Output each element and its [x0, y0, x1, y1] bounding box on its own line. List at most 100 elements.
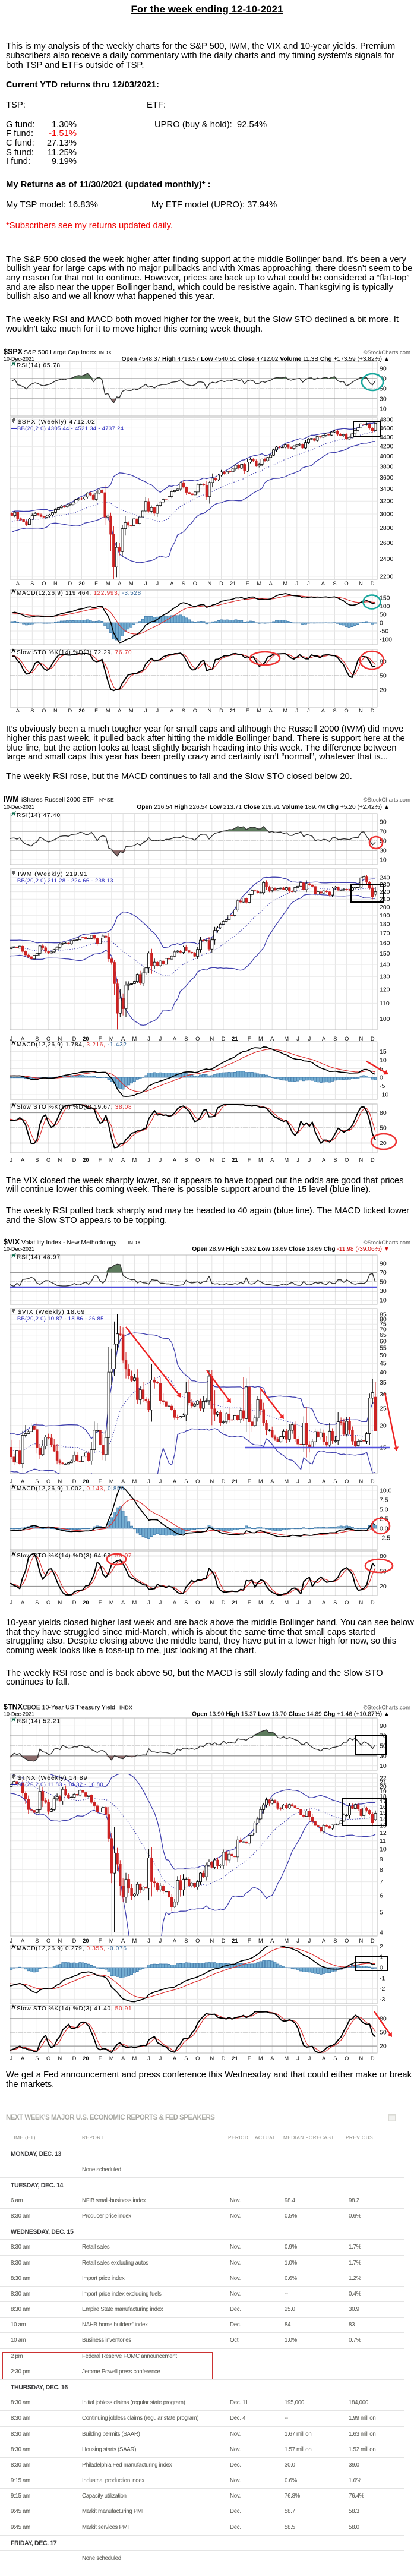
svg-text:-2: -2 [380, 1985, 385, 1992]
svg-text:J: J [147, 1600, 150, 1606]
svg-text:O: O [46, 1600, 50, 1606]
svg-text:15: 15 [380, 1048, 387, 1055]
svg-text:D: D [72, 2055, 77, 2061]
svg-text:O: O [195, 1157, 200, 1163]
svg-text:20: 20 [83, 1478, 89, 1484]
svg-text:21: 21 [230, 708, 236, 714]
svg-text:170: 170 [380, 930, 390, 937]
svg-text:D: D [371, 1157, 375, 1163]
svg-text:S: S [35, 1036, 39, 1042]
svg-text:140: 140 [380, 961, 390, 969]
svg-text:A: A [322, 1600, 326, 1606]
svg-text:210: 210 [380, 896, 390, 903]
svg-text:RSI(14) 47.40: RSI(14) 47.40 [17, 812, 61, 819]
svg-text:N: N [359, 1157, 364, 1163]
svg-text:50: 50 [380, 1352, 387, 1359]
svg-text:M: M [284, 1036, 289, 1042]
svg-text:D: D [371, 1478, 375, 1484]
svg-text:A: A [16, 581, 20, 587]
svg-text:MACD(12,26,9) 0.279, 0.355, -0: MACD(12,26,9) 0.279, 0.355, -0.076 [17, 1946, 127, 1952]
svg-text:D: D [222, 2055, 226, 2061]
svg-text:230: 230 [380, 881, 390, 888]
svg-text:O: O [344, 581, 348, 587]
svg-text:-50: -50 [380, 628, 388, 635]
svg-text:3000: 3000 [380, 511, 394, 518]
svg-text:O: O [345, 1600, 349, 1606]
svg-text:2200: 2200 [380, 573, 394, 580]
svg-text:A: A [321, 708, 325, 714]
svg-text:180: 180 [380, 921, 390, 928]
svg-text:J: J [156, 708, 159, 714]
svg-text:Open 4548.37 High 4713.57 Low: Open 4548.37 High 4713.57 Low 4540.51 Cl… [121, 356, 390, 362]
svg-text:45: 45 [380, 1360, 387, 1367]
svg-text:A: A [121, 1036, 125, 1042]
svg-text:$SPX: $SPX [4, 348, 23, 356]
svg-text:Open 13.90 High 15.37 Low 13.7: Open 13.90 High 15.37 Low 13.70 Close 14… [192, 1711, 390, 1718]
svg-text:N: N [210, 1938, 214, 1944]
svg-text:M: M [109, 1938, 114, 1944]
svg-text:M: M [284, 1478, 289, 1484]
svg-text:iShares Russell 2000 ETF: iShares Russell 2000 ETF [21, 796, 94, 803]
svg-text:M: M [132, 1600, 137, 1606]
svg-text:-10: -10 [380, 1092, 388, 1099]
svg-text:50: 50 [380, 1743, 387, 1750]
svg-text:O: O [195, 1478, 200, 1484]
svg-text:-3: -3 [380, 1996, 385, 2003]
svg-text:J: J [147, 1157, 150, 1163]
svg-text:J: J [308, 2055, 311, 2061]
svg-text:10-Dec-2021: 10-Dec-2021 [4, 356, 34, 362]
svg-text:4400: 4400 [380, 434, 394, 441]
svg-text:20: 20 [380, 1783, 387, 1790]
svg-text:M: M [132, 1036, 137, 1042]
svg-text:O: O [195, 1600, 200, 1606]
svg-text:J: J [308, 1478, 311, 1484]
svg-text:1: 1 [380, 1954, 383, 1961]
svg-text:M: M [109, 1157, 114, 1163]
svg-text:30: 30 [380, 1752, 387, 1760]
svg-text:A: A [269, 708, 273, 714]
svg-text:S: S [333, 581, 336, 587]
svg-text:11: 11 [380, 1837, 386, 1844]
svg-text:10: 10 [380, 1846, 387, 1853]
svg-text:N: N [359, 1036, 364, 1042]
svg-text:S: S [333, 1478, 337, 1484]
svg-text:M: M [283, 581, 287, 587]
svg-text:J: J [159, 2055, 162, 2061]
svg-text:D: D [222, 1157, 226, 1163]
svg-text:J: J [296, 1478, 299, 1484]
svg-text:—BB(20,2.0) 10.87 - 18.86 - 26: —BB(20,2.0) 10.87 - 18.86 - 26.85 [11, 1316, 104, 1322]
svg-text:A: A [118, 708, 122, 714]
svg-text:M: M [283, 708, 287, 714]
svg-text:J: J [159, 1600, 162, 1606]
svg-text:J: J [159, 1938, 162, 1944]
svg-text:J: J [10, 1600, 12, 1606]
svg-text:INDX: INDX [128, 1240, 141, 1246]
svg-text:Volatility Index - New Methodo: Volatility Index - New Methodology [21, 1239, 117, 1246]
svg-text:O: O [344, 708, 348, 714]
svg-text:10: 10 [380, 1057, 387, 1064]
svg-text:N: N [58, 1938, 62, 1944]
svg-text:25: 25 [380, 1405, 387, 1412]
svg-text:A: A [322, 1478, 326, 1484]
svg-text:50: 50 [380, 386, 387, 393]
svg-text:F: F [246, 581, 249, 587]
svg-text:A: A [270, 1157, 274, 1163]
svg-text:20: 20 [83, 2055, 89, 2061]
svg-text:10: 10 [380, 1297, 387, 1304]
svg-text:MACD(12,26,9) 119.464, 122.993: MACD(12,26,9) 119.464, 122.993, -3.528 [17, 590, 141, 597]
svg-text:IWM (Weekly) 219.91: IWM (Weekly) 219.91 [18, 871, 88, 878]
svg-text:Slow STO %K(14) %D(3) 41.40, 5: Slow STO %K(14) %D(3) 41.40, 50.91 [17, 2006, 132, 2012]
svg-text:5: 5 [380, 1909, 383, 1916]
svg-text:J: J [147, 2055, 150, 2061]
svg-text:O: O [193, 581, 197, 587]
svg-text:20: 20 [83, 1938, 89, 1944]
svg-text:N: N [359, 581, 363, 587]
svg-text:N: N [210, 1157, 214, 1163]
svg-text:J: J [296, 1157, 299, 1163]
svg-text:6: 6 [380, 1893, 383, 1900]
svg-text:21: 21 [380, 1779, 387, 1786]
svg-text:21: 21 [232, 1938, 238, 1944]
svg-text:A: A [270, 1938, 274, 1944]
svg-text:M: M [132, 2055, 137, 2061]
svg-text:O: O [42, 581, 46, 587]
